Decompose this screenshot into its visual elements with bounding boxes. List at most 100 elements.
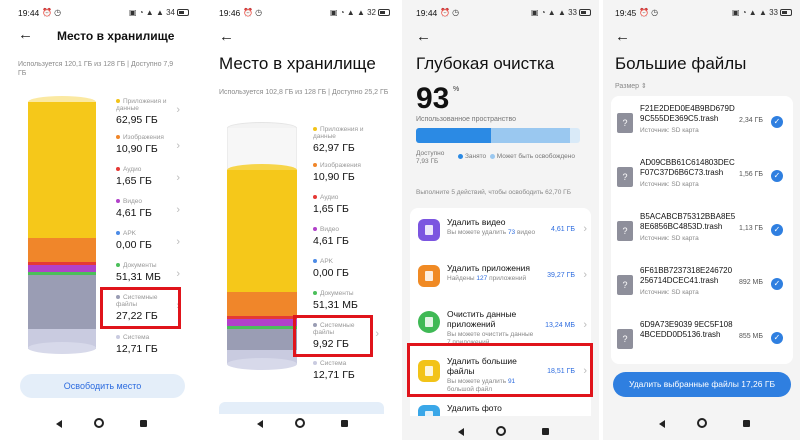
battery-level: 32 xyxy=(367,8,376,17)
available-value: 7,93 ГБ xyxy=(416,158,439,165)
video-icon xyxy=(418,219,440,241)
action-clear-app-data[interactable]: Очистить данные приложений Вы можете очи… xyxy=(410,302,591,350)
file-row[interactable]: ? 6F61BB7237318E246720256714DCEC41.trash… xyxy=(613,260,791,314)
legend-item-images[interactable]: Изображения 10,90 ГБ › xyxy=(116,134,180,155)
legend-item-apps[interactable]: Приложения и данные 62,95 ГБ › xyxy=(116,98,180,126)
legend-item-documents[interactable]: Документы 51,31 МБ › xyxy=(116,262,180,283)
nav-home-icon[interactable] xyxy=(697,418,707,428)
file-row[interactable]: ? AD09CBB61C614803DECF07C37D6B6C73.trash… xyxy=(613,152,791,206)
sort-icon: ⇕ xyxy=(641,83,647,90)
action-delete-video[interactable]: Удалить видео Вы можете удалить 73 видео… xyxy=(410,210,591,254)
segment-apps xyxy=(227,170,297,292)
chevron-right-icon: › xyxy=(583,269,587,281)
notification-icons: ⏰ ◷ xyxy=(42,8,62,17)
checkbox-checked-icon[interactable]: ✓ xyxy=(771,332,783,344)
file-row[interactable]: ? F21E2DED0E4B9BD679D9C555DE369C5.trash И… xyxy=(613,98,791,152)
legend-item-system-files[interactable]: Системные файлы 9,92 ГБ › xyxy=(313,322,379,350)
nav-back-icon[interactable] xyxy=(458,428,464,436)
storage-usage-text: Используется 120,1 ГБ из 128 ГБ | Доступ… xyxy=(18,61,174,77)
chevron-right-icon: › xyxy=(583,365,587,377)
nav-home-icon[interactable] xyxy=(94,418,104,428)
legend-item-apps[interactable]: Приложения и данные 62,97 ГБ xyxy=(313,126,364,154)
nav-home-icon[interactable] xyxy=(295,418,305,428)
storage-cylinder-chart xyxy=(28,96,96,354)
delete-selected-button[interactable]: Удалить выбранные файлы 17,26 ГБ xyxy=(613,372,791,397)
back-arrow-icon[interactable]: ← xyxy=(219,28,234,45)
unknown-file-icon: ? xyxy=(617,113,633,133)
battery-level: 34 xyxy=(166,8,175,17)
percent-sign: % xyxy=(453,86,460,93)
system-nav-bar xyxy=(402,416,599,440)
sort-by-size[interactable]: Размер ⇕ xyxy=(615,83,647,90)
system-nav-bar xyxy=(201,416,398,432)
legend-item-video[interactable]: Видео 4,61 ГБ xyxy=(313,226,349,247)
nav-home-icon[interactable] xyxy=(496,426,506,436)
legend-item-audio[interactable]: Аудио 1,65 ГБ xyxy=(313,194,349,215)
nav-recents-icon[interactable] xyxy=(341,420,348,427)
status-time: 19:44 xyxy=(18,8,40,18)
legend-item-apk[interactable]: APK 0,00 ГБ xyxy=(313,258,349,279)
checkbox-checked-icon[interactable]: ✓ xyxy=(771,116,783,128)
files-list: ? F21E2DED0E4B9BD679D9C555DE369C5.trash И… xyxy=(611,96,793,364)
action-delete-large-files[interactable]: Удалить большие файлы Вы можете удалить … xyxy=(410,346,591,402)
back-arrow-icon[interactable]: ← xyxy=(416,28,431,45)
storage-screen-2: 19:46 ⏰ ◷ ▣ ◔ ▲ ▲ 32 ← Место в хранилище… xyxy=(201,0,398,440)
action-size: 4,61 ГБ xyxy=(551,226,575,233)
chevron-right-icon: › xyxy=(583,223,587,235)
notification-icons: ⏰ ◷ xyxy=(243,8,263,17)
storage-bar xyxy=(416,128,580,143)
cylinder-bottom xyxy=(28,342,96,354)
segment-video xyxy=(28,265,96,272)
unknown-file-icon: ? xyxy=(617,167,633,187)
action-delete-apps[interactable]: Удалить приложения Найдены 127 приложени… xyxy=(410,256,591,300)
status-bar: 19:44 ⏰ ◷ ▣ ◔ ▲ ▲ 33 xyxy=(416,6,591,20)
legend-item-apk[interactable]: APK 0,00 ГБ › xyxy=(116,230,180,251)
legend-item-documents[interactable]: Документы 51,31 МБ xyxy=(313,290,358,311)
back-arrow-icon[interactable]: ← xyxy=(18,26,33,43)
nav-back-icon[interactable] xyxy=(659,420,665,428)
legend-item-system[interactable]: Система 12,71 ГБ xyxy=(313,360,355,381)
storage-cylinder-chart xyxy=(227,122,297,370)
nav-back-icon[interactable] xyxy=(257,420,263,428)
unknown-file-icon: ? xyxy=(617,221,633,241)
legend-item-video[interactable]: Видео 4,61 ГБ › xyxy=(116,198,180,219)
nav-back-icon[interactable] xyxy=(56,420,62,428)
notification-icons: ⏰ ◷ xyxy=(440,8,460,17)
checkbox-checked-icon[interactable]: ✓ xyxy=(771,278,783,290)
battery-level: 33 xyxy=(769,8,778,17)
freeable-label: Может быть освобождено xyxy=(496,153,576,160)
segment-docs xyxy=(227,326,297,329)
available-block: Доступно 7,93 ГБ xyxy=(416,150,444,166)
nav-recents-icon[interactable] xyxy=(743,420,750,427)
storage-bar-occupied xyxy=(416,128,492,143)
file-row[interactable]: ? B5ACABCB75312BBA8E58E6856BC4853D.trash… xyxy=(613,206,791,260)
apps-icon xyxy=(418,265,440,287)
system-nav-bar xyxy=(603,416,800,432)
battery-icon xyxy=(780,9,792,17)
back-arrow-icon[interactable]: ← xyxy=(615,28,630,45)
signal-icons: ▣ ◔ ▲ ▲ 34 xyxy=(129,8,189,17)
page-title: Большие файлы xyxy=(615,54,747,73)
action-size: 39,27 ГБ xyxy=(547,272,575,279)
file-row[interactable]: ? 6D9A73E9039 9EC5F1084BCEDD0D5136.trash… xyxy=(613,314,791,362)
signal-icons: ▣ ◔ ▲ ▲ 33 xyxy=(531,8,591,17)
checkbox-checked-icon[interactable]: ✓ xyxy=(771,224,783,236)
unknown-file-icon: ? xyxy=(617,329,633,349)
legend-item-system[interactable]: Система 12,71 ГБ xyxy=(116,334,158,355)
segment-system-files xyxy=(227,329,297,350)
legend-item-images[interactable]: Изображения 10,90 ГБ xyxy=(313,162,361,183)
nav-recents-icon[interactable] xyxy=(140,420,147,427)
nav-recents-icon[interactable] xyxy=(542,428,549,435)
free-space-button[interactable]: Освободить место xyxy=(20,374,185,398)
page-title: Глубокая очистка xyxy=(416,54,555,73)
unknown-file-icon: ? xyxy=(617,275,633,295)
battery-icon xyxy=(177,9,189,17)
status-time: 19:45 xyxy=(615,8,637,18)
legend-item-audio[interactable]: Аудио 1,65 ГБ › xyxy=(116,166,180,187)
occupied-label: Занято xyxy=(465,153,487,160)
checkbox-checked-icon[interactable]: ✓ xyxy=(771,170,783,182)
free-space-button-partial[interactable] xyxy=(219,402,384,414)
available-label: Доступно xyxy=(416,150,445,157)
segment-audio xyxy=(227,316,297,319)
storage-usage-text: Используется 102,8 ГБ из 128 ГБ | Доступ… xyxy=(219,89,389,96)
